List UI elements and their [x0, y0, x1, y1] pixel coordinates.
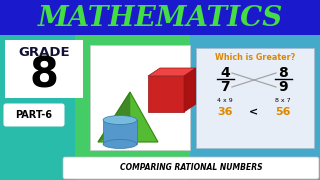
FancyBboxPatch shape	[148, 76, 184, 112]
FancyBboxPatch shape	[75, 35, 190, 180]
Text: 8: 8	[29, 55, 59, 97]
Ellipse shape	[103, 140, 137, 148]
Text: Which is Greater?: Which is Greater?	[215, 53, 295, 62]
Text: 4 x 9: 4 x 9	[217, 98, 233, 102]
Polygon shape	[148, 68, 196, 76]
FancyBboxPatch shape	[90, 45, 190, 150]
FancyBboxPatch shape	[103, 120, 137, 144]
Text: 36: 36	[217, 107, 233, 117]
Text: 7: 7	[220, 80, 230, 94]
FancyBboxPatch shape	[0, 35, 75, 180]
FancyBboxPatch shape	[63, 157, 319, 179]
Ellipse shape	[103, 116, 137, 125]
FancyBboxPatch shape	[196, 48, 314, 148]
Text: PART-6: PART-6	[15, 110, 52, 120]
Text: 56: 56	[275, 107, 291, 117]
Text: 4: 4	[220, 66, 230, 80]
Polygon shape	[184, 68, 196, 112]
Polygon shape	[98, 92, 158, 142]
Text: <: <	[249, 107, 259, 117]
Text: MATHEMATICS: MATHEMATICS	[37, 6, 283, 33]
Text: COMPARING RATIONAL NUMBERS: COMPARING RATIONAL NUMBERS	[120, 163, 262, 172]
FancyBboxPatch shape	[4, 103, 65, 127]
FancyBboxPatch shape	[5, 40, 83, 98]
Text: GRADE: GRADE	[18, 46, 70, 58]
Text: 9: 9	[278, 80, 288, 94]
FancyBboxPatch shape	[0, 35, 320, 180]
Polygon shape	[98, 92, 130, 142]
FancyBboxPatch shape	[0, 0, 320, 35]
Text: 8 x 7: 8 x 7	[275, 98, 291, 102]
Text: 8: 8	[278, 66, 288, 80]
